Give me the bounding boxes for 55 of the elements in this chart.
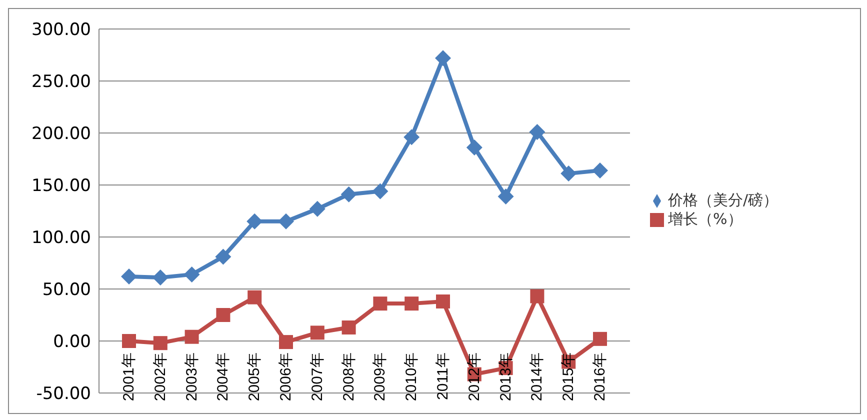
point <box>248 290 262 304</box>
point <box>404 129 420 146</box>
point <box>153 336 168 350</box>
y-tick-label: -50.00 <box>36 384 91 404</box>
point <box>404 296 419 311</box>
legend-label: 价格（美分/磅） <box>668 191 778 209</box>
y-tick-label: 0.00 <box>53 332 91 352</box>
x-tick-label: 2015年 <box>560 352 578 402</box>
point <box>498 188 514 204</box>
point <box>342 320 356 334</box>
point <box>560 166 577 182</box>
point <box>436 294 450 308</box>
x-tick-label: 2006年 <box>278 352 294 402</box>
point <box>340 186 357 202</box>
point <box>592 162 608 178</box>
point <box>593 332 607 346</box>
point <box>530 289 544 304</box>
point <box>122 334 136 348</box>
point <box>529 124 546 140</box>
legend-label: 增长（%） <box>668 210 742 228</box>
y-tick-label: 200.00 <box>32 124 91 144</box>
point <box>152 270 168 286</box>
x-tick-label: 2004年 <box>214 352 232 402</box>
point <box>466 140 482 156</box>
point <box>310 326 324 340</box>
x-tick-label: 2008年 <box>340 352 358 402</box>
x-tick-label: 2016年 <box>592 352 608 402</box>
y-tick-label: 100.00 <box>32 228 91 248</box>
point <box>372 183 388 200</box>
point <box>373 296 388 311</box>
y-tick-label: 150.00 <box>32 176 91 196</box>
x-tick-label: 2013年 <box>497 352 514 402</box>
x-tick-label: 2002年 <box>152 352 169 402</box>
x-tick-label: 2003年 <box>183 352 200 402</box>
x-tick-label: 2014年 <box>528 352 546 402</box>
point <box>278 213 294 230</box>
point <box>279 335 293 350</box>
x-tick-label: 2007年 <box>308 352 326 402</box>
y-tick-label: 250.00 <box>32 72 91 92</box>
point <box>184 330 199 344</box>
point <box>184 266 200 282</box>
x-tick-label: 2012年 <box>466 352 483 402</box>
point <box>215 248 232 265</box>
x-tick-label: 2001年 <box>120 352 138 402</box>
point <box>435 50 451 66</box>
x-tick-label: 2010年 <box>403 352 420 402</box>
y-tick-label: 300.00 <box>32 20 91 40</box>
y-tick-label: 50.00 <box>42 280 91 300</box>
x-tick-label: 2009年 <box>372 352 389 402</box>
x-tick-label: 2005年 <box>246 352 264 402</box>
x-tick-label: 2011年 <box>434 352 452 400</box>
point <box>246 213 263 230</box>
point <box>216 308 230 322</box>
point <box>121 268 137 285</box>
point <box>309 200 326 217</box>
